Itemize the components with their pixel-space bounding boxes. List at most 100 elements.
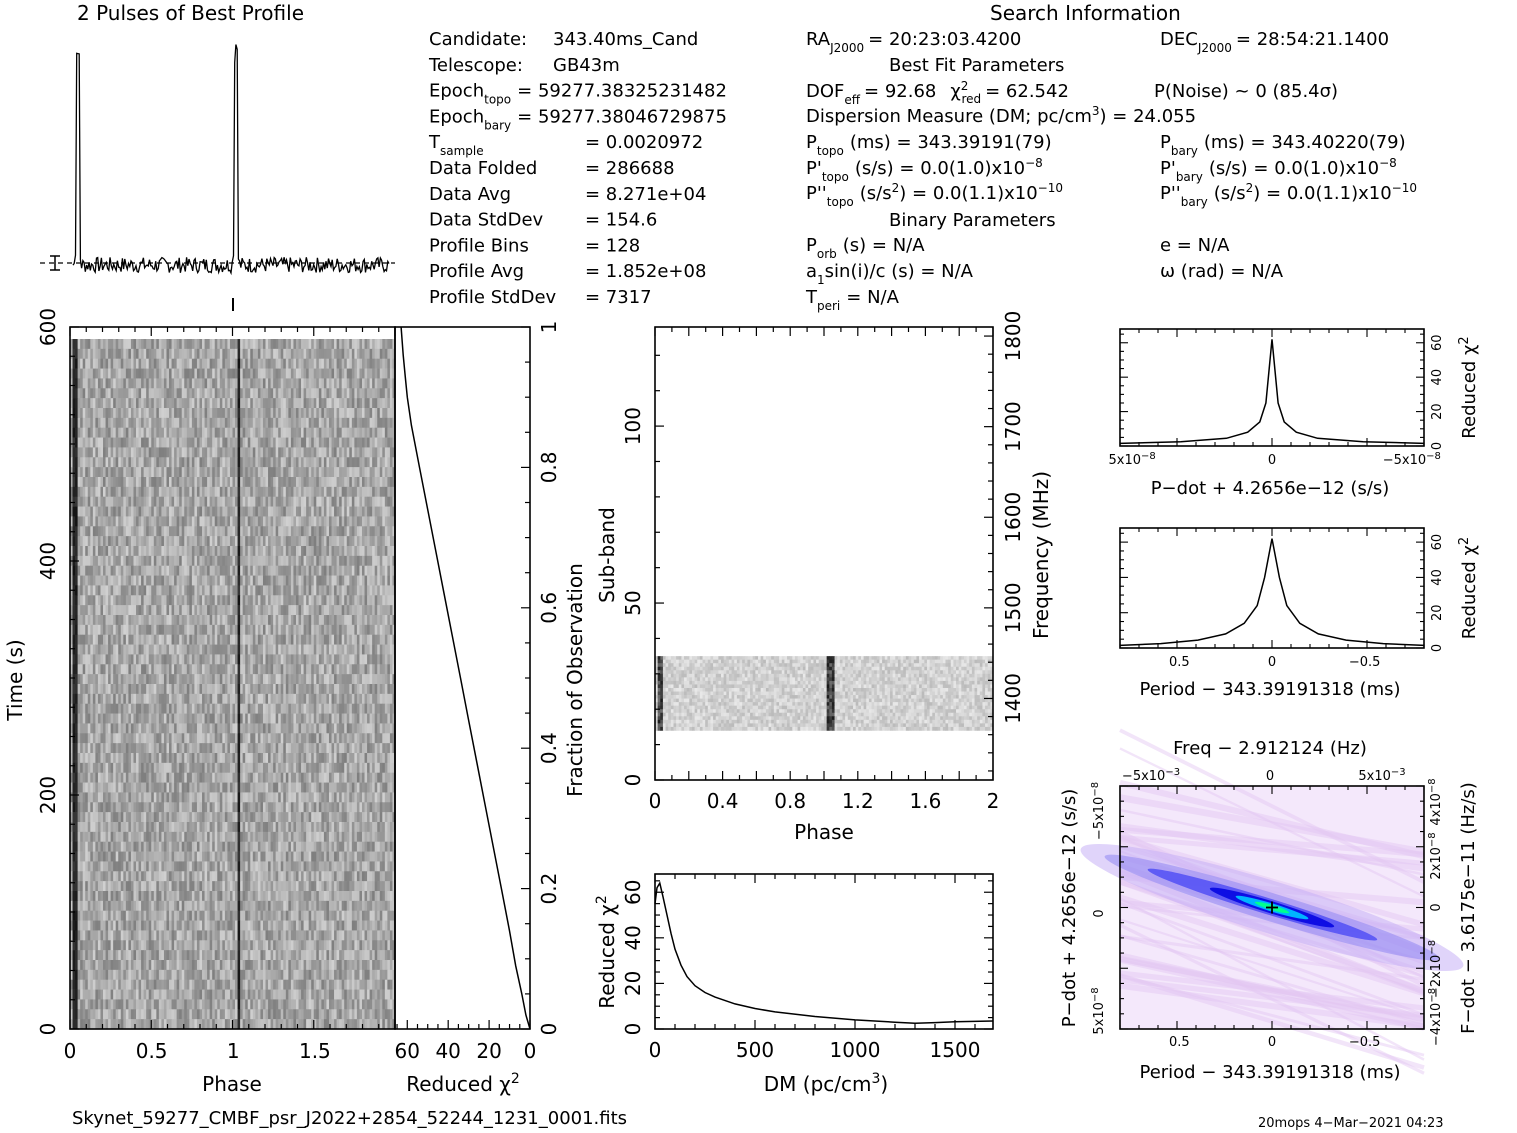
dm-chi2-x-label: 1000	[830, 1038, 881, 1062]
ppdot-streak	[1119, 779, 1425, 860]
subband-band	[655, 656, 994, 731]
ppdot-xlabel: Period − 343.39191318 (ms)	[1139, 1062, 1400, 1083]
ppdot-streak	[1119, 918, 1425, 1019]
period-chi2-y-label: 20	[1430, 604, 1445, 621]
pnoise-line: P(Noise) ~ 0 (85.4σ)	[1154, 81, 1338, 102]
dm-chi2-x-label: 1500	[930, 1038, 981, 1062]
pdot-chi2-x-label: −5x10−8	[1383, 451, 1441, 469]
ppdot-streak	[1119, 923, 1425, 1075]
dm-chi2-ylabel: Reduced χ2	[594, 895, 619, 1009]
filename: Skynet_59277_CMBF_psr_J2022+2854_52244_1…	[72, 1108, 627, 1129]
pdot-topo-line: P'topo (s/s) = 0.0(1.0)x10−8	[806, 156, 1043, 184]
ppdot-ylabel: P−dot + 4.2656e−12 (s/s)	[1059, 789, 1080, 1028]
info-label-7: Data StdDev	[429, 210, 544, 231]
info-value-0: 343.40ms_Cand	[553, 29, 698, 50]
ppdot-x-label: −0.5	[1349, 1035, 1381, 1050]
subband-x-label: 1.2	[842, 789, 874, 813]
timestamp: 20mops 4−Mar−2021 04:23	[1258, 1116, 1444, 1131]
subband-ylabel: Sub-band	[595, 507, 619, 603]
pdot-chi2-y-label: 20	[1430, 403, 1445, 420]
profile-line	[72, 44, 390, 276]
info-label-9: Profile Avg	[429, 261, 524, 282]
dm-chi2-chart: 0 500 1000 1500 0 20 40 60 DM (pc/cm3) Reduced χ2	[594, 873, 994, 1096]
ppdot-right-label: 2x10−8	[1427, 832, 1445, 879]
ra-line: RAJ2000 = 20:23:03.4200	[806, 29, 1021, 55]
pbary-line: Pbary (ms) = 343.40220(79)	[1160, 132, 1406, 158]
subband-x-label: 0	[649, 789, 662, 813]
time-phase-x-label: 1.5	[299, 1039, 331, 1063]
time-phase-x-label: 0	[64, 1039, 77, 1063]
info-value-6: = 8.271e+04	[585, 184, 706, 205]
time-phase-y-label: 200	[36, 776, 60, 814]
dec-line: DECJ2000 = 28:54:21.1400	[1160, 29, 1389, 55]
best-fit-title: Best Fit Parameters	[889, 55, 1064, 76]
ppdot-streak	[1119, 894, 1425, 997]
ppdot-top-label: −5x10−3	[1122, 767, 1180, 785]
time-chi2-ylabel: Fraction of Observation	[563, 563, 587, 797]
ppdot-left-label: 0	[1092, 909, 1107, 917]
ppdot-x-label: 0.5	[1169, 1035, 1190, 1050]
ppdot-streak	[1119, 728, 1425, 884]
pddot-bary-line: P''bary (s/s2) = 0.0(1.1)x10−10	[1160, 181, 1417, 209]
subband-y2-label: 1500	[1001, 582, 1025, 633]
pdot-chi2-y-label: 60	[1430, 334, 1445, 351]
ppdot-x-label: 0	[1268, 1035, 1276, 1050]
ppdot-streak	[1119, 958, 1425, 1031]
ppdot-streak	[1119, 977, 1425, 1019]
tperi-line: Tperi = N/A	[805, 287, 900, 313]
search-info-title: Search Information	[990, 1, 1181, 25]
time-phase-x-label: 0.5	[136, 1039, 168, 1063]
subband-y2-label: 1600	[1001, 492, 1025, 543]
subband-y2-label: 1700	[1001, 401, 1025, 452]
ecc-line: e = N/A	[1160, 235, 1230, 256]
time-chi2-chart: 60 40 20 00 0.2 0.4 0.6 0.8 1 Reduced χ2 Fraction …	[394, 321, 587, 1096]
omega-line: ω (rad) = N/A	[1160, 261, 1284, 282]
info-label-4: Tsample	[428, 132, 484, 158]
pdot-chi2-line	[1119, 339, 1425, 445]
a1sini-line: a1sin(i)/c (s) = N/A	[806, 261, 974, 287]
info-label-0: Candidate:	[429, 29, 527, 50]
time-chi2-x-label: 20	[476, 1039, 501, 1063]
time-chi2-x-label: 0	[524, 1039, 537, 1063]
period-chi2-line	[1119, 538, 1425, 647]
ppdot-streak	[1119, 956, 1425, 1023]
subband-x-label: 0.8	[774, 789, 806, 813]
dm-chi2-frame	[654, 873, 994, 1030]
period-chi2-chart: 0.5 0 −0.5 0 20 40 60 Period − 343.39191318 (ms…	[1119, 527, 1480, 700]
period-chi2-x-label: −0.5	[1349, 655, 1381, 670]
period-chi2-y-label: 60	[1430, 534, 1445, 551]
time-phase-y-label: 400	[36, 542, 60, 580]
pdot-chi2-x-label: 5x10−8	[1109, 451, 1156, 469]
ppdot-right-label: −2x10−8	[1427, 940, 1445, 998]
ppdot-streak	[1119, 974, 1425, 1057]
pddot-topo-line: P''topo (s/s2) = 0.0(1.1)x10−10	[806, 181, 1063, 209]
subband-y2-label: 1400	[1001, 673, 1025, 724]
pdot-chi2-xlabel: P−dot + 4.2656e−12 (s/s)	[1151, 478, 1390, 499]
info-value-10: = 7317	[585, 287, 652, 308]
period-chi2-xlabel: Period − 343.39191318 (ms)	[1139, 679, 1400, 700]
time-chi2-y-label: 0.2	[537, 873, 561, 905]
ppdot-streak	[1119, 747, 1425, 898]
ptopo-line: Ptopo (ms) = 343.39191(79)	[806, 132, 1052, 158]
info-label-5: Data Folded	[429, 158, 537, 179]
info-value-5: = 286688	[585, 158, 675, 179]
dm-chi2-line	[654, 881, 994, 1025]
p-pdot-plane-chart: 0.5 0 −0.5 −5x10−3 0 5x10−3 −5x10−8 0 5x10−8 4x10…	[1059, 728, 1479, 1083]
time-phase-cells	[70, 339, 396, 1030]
subband-ylabel2: Frequency (MHz)	[1029, 471, 1053, 639]
dm-chi2-y-label: 40	[621, 925, 645, 950]
ppdot-right-label: −4x10−8	[1427, 988, 1445, 1046]
info-label-2: Epochtopo = 59277.38325231482	[429, 81, 727, 107]
time-chi2-xlabel: Reduced χ2	[406, 1071, 520, 1096]
time-chi2-y-label: 0.6	[537, 592, 561, 624]
ppdot-streak	[1119, 970, 1425, 1011]
time-phase-y-label: 600	[36, 308, 60, 346]
ppdot-top-label: 0	[1266, 769, 1274, 784]
time-chi2-x-label: 40	[435, 1039, 460, 1063]
pdot-chi2-ylabel: Reduced χ2	[1457, 336, 1481, 438]
ppdot-streak	[1119, 982, 1425, 1030]
ppdot-streak	[1119, 955, 1425, 1022]
period-chi2-frame	[1119, 527, 1425, 649]
